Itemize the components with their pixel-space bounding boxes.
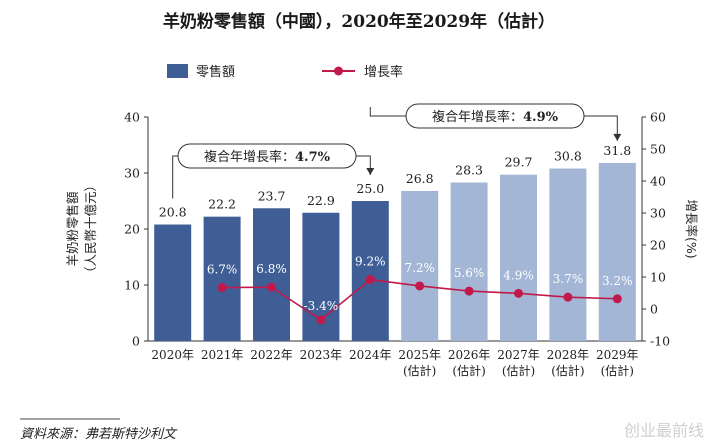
- bar-value-label: 31.8: [603, 143, 631, 158]
- cagr-2024-2029-arrowhead: [613, 133, 622, 141]
- growth-point: [563, 292, 573, 302]
- y-tick-left: 10: [124, 278, 140, 293]
- y-tick-right: 0: [650, 302, 658, 317]
- growth-label: 3.7%: [553, 272, 584, 286]
- legend-line-label: 增長率: [364, 64, 403, 80]
- bar-value-label: 30.8: [554, 149, 582, 164]
- x-tick-label: 2025年: [398, 348, 441, 362]
- growth-label: 5.6%: [454, 266, 485, 280]
- growth-point: [514, 288, 523, 298]
- x-tick-label: 2028年: [547, 348, 590, 362]
- growth-label: 6.7%: [207, 263, 238, 277]
- bar: [351, 201, 389, 341]
- x-tick-label: 2023年: [300, 348, 343, 362]
- x-tick-label: (估計): [403, 363, 436, 378]
- bar-value-label: 28.3: [455, 163, 483, 178]
- x-tick-label: 2021年: [201, 348, 244, 362]
- y-tick-right: 40: [650, 174, 666, 189]
- growth-label: 6.8%: [256, 262, 287, 276]
- growth-point: [217, 283, 227, 293]
- legend-bar-swatch: [167, 64, 188, 78]
- growth-label: 4.9%: [503, 268, 534, 282]
- cagr-2024-2029-label: 複合年增長率：: [432, 109, 523, 125]
- y-tick-right: -10: [650, 334, 670, 349]
- x-tick-label: 2027年: [497, 348, 540, 362]
- legend-bar-label: 零售額: [196, 64, 235, 80]
- cagr-2024-2029-text: 複合年增長率：4.9%: [432, 109, 559, 125]
- x-tick-label: (估計): [452, 363, 485, 378]
- x-tick-label: (估計): [551, 363, 584, 378]
- bar: [500, 174, 537, 341]
- y-tick-right: 10: [650, 270, 666, 285]
- cagr-2024-2029-bubble: [405, 103, 585, 129]
- y-tick-left: 0: [132, 334, 140, 349]
- plot-area: 0 10 20 30 40 -10 0 10 20 30 40 50 60 羊奶粉零售額 （人民幣十億元） 增…: [65, 103, 699, 378]
- x-tick-label: 2020年: [151, 348, 194, 362]
- growth-point: [316, 315, 326, 325]
- x-tick-label: 2026年: [448, 348, 491, 362]
- cagr-2024-2029-connector: [369, 107, 618, 141]
- cagr-2020-2024-value: 4.7%: [295, 150, 331, 165]
- cagr-2020-2024-arrowhead: [366, 168, 375, 175]
- chart-title: 羊奶粉零售額（中國），2020年至2029年（估計）: [163, 11, 555, 32]
- y-axis-left-unit: （人民幣十億元）: [83, 179, 98, 279]
- growth-label: -3.4%: [304, 299, 339, 313]
- cagr-2020-2024-label: 複合年增長率：: [204, 149, 295, 165]
- y-tick-left: 20: [124, 222, 140, 237]
- x-tick-label: 2024年: [349, 348, 392, 362]
- bar: [450, 182, 488, 341]
- cagr-2020-2024-bubble: [177, 143, 357, 169]
- source-note: 資料來源：弗若斯特沙利文: [20, 426, 178, 442]
- legend: 零售額 增長率: [167, 64, 403, 80]
- y-tick-right: 60: [650, 110, 666, 125]
- growth-label: 3.2%: [602, 274, 633, 288]
- bar-value-label: 23.7: [258, 188, 286, 203]
- growth-point: [464, 286, 474, 296]
- bar: [253, 208, 290, 341]
- x-tick-label: (估計): [601, 363, 634, 378]
- y-tick-right: 30: [650, 206, 666, 221]
- growth-point: [365, 275, 375, 285]
- growth-point: [415, 281, 425, 291]
- x-tick-label: (估計): [502, 363, 535, 378]
- growth-point: [612, 294, 622, 304]
- y-tick-left: 40: [124, 110, 140, 125]
- bar: [549, 168, 587, 341]
- cagr-2024-2029-value: 4.9%: [523, 110, 559, 125]
- watermark: 创业最前线: [624, 421, 704, 440]
- legend-line-marker: [334, 66, 343, 76]
- y-axis-right-title: 增長率(%): [684, 199, 699, 258]
- growth-point: [267, 282, 276, 292]
- bar: [203, 216, 241, 341]
- bar-value-label: 20.8: [159, 205, 187, 220]
- y-tick-left: 30: [124, 166, 140, 181]
- bar-value-label: 25.0: [356, 181, 384, 196]
- y-tick-right: 20: [650, 238, 666, 253]
- x-tick-label: 2022年: [250, 348, 293, 362]
- y-axis-left-title: 羊奶粉零售額: [65, 191, 80, 267]
- bar: [401, 190, 439, 341]
- cagr-2020-2024-text: 複合年增長率：4.7%: [204, 149, 331, 165]
- growth-label: 9.2%: [355, 255, 386, 269]
- bar: [154, 224, 192, 341]
- bar-value-label: 22.2: [208, 197, 236, 212]
- x-tick-label: 2029年: [596, 348, 639, 362]
- growth-label: 7.2%: [404, 261, 435, 275]
- bar-value-label: 22.9: [307, 193, 335, 208]
- bar: [598, 162, 636, 341]
- bar-value-label: 29.7: [505, 155, 533, 170]
- y-tick-right: 50: [650, 142, 666, 157]
- bar-value-label: 26.8: [406, 171, 434, 186]
